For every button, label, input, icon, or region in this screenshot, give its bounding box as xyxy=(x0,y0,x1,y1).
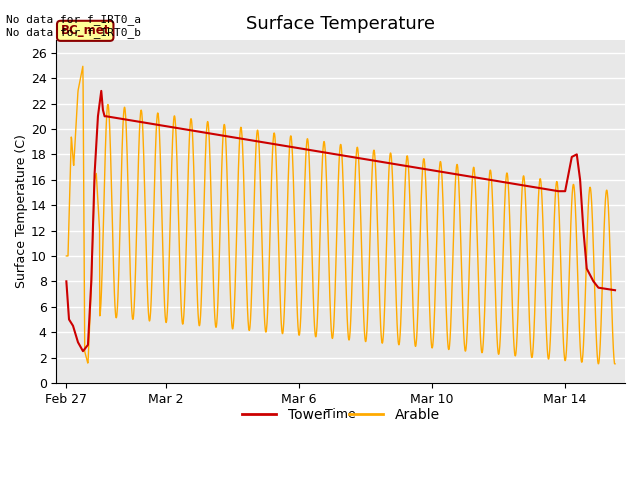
X-axis label: Time: Time xyxy=(325,408,356,421)
Legend: Tower, Arable: Tower, Arable xyxy=(236,402,445,427)
Text: No data for f_IRT0_a
No data for f_IRT0_b: No data for f_IRT0_a No data for f_IRT0_… xyxy=(6,14,141,38)
Y-axis label: Surface Temperature (C): Surface Temperature (C) xyxy=(15,134,28,288)
Text: BC_met: BC_met xyxy=(61,24,110,37)
Title: Surface Temperature: Surface Temperature xyxy=(246,15,435,33)
